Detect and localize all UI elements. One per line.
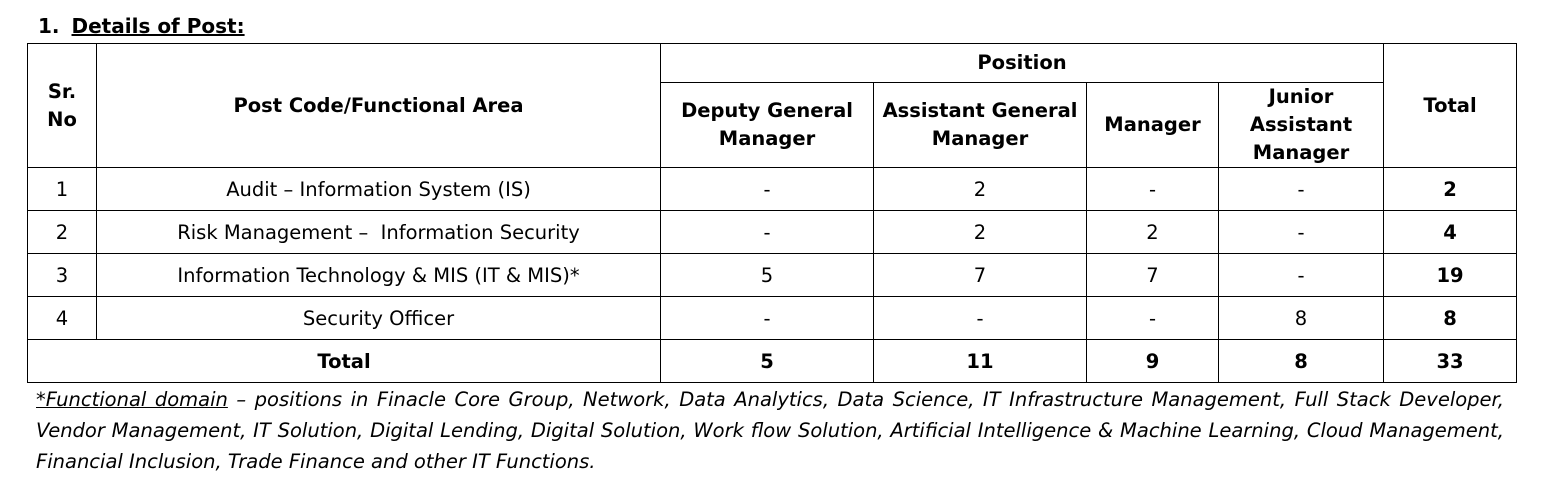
functional-domain-note: *Functional domain – positions in Finacl… [36,384,1504,477]
manager-cell: - [1086,296,1219,340]
table-row: 2 Risk Management – Information Security… [27,210,1518,254]
position-manager-header: Manager [1086,82,1219,168]
jam-total-cell: 8 [1217,339,1385,383]
agm-cell: 2 [873,167,1087,211]
table-row: 3 Information Technology & MIS (IT & MIS… [27,253,1518,297]
functional-area-cell: Audit – Information System (IS) [96,167,661,211]
agm-total-cell: 11 [873,339,1087,383]
functional-area-cell: Security Officer [96,296,661,340]
position-header: Position [659,43,1385,83]
manager-cell: - [1086,167,1219,211]
manager-cell: 7 [1086,253,1219,297]
section-title: Details of Post: [71,14,245,38]
total-row-label: Total [27,339,661,383]
row-total-cell: 8 [1383,296,1518,340]
posts-table: Sr. No Post Code/Functional Area Positio… [27,43,1518,383]
jam-cell: - [1217,167,1385,211]
jam-cell: 8 [1217,296,1385,340]
sr-no-cell: 4 [27,296,97,340]
total-header: Total [1383,43,1518,168]
jam-cell: - [1217,210,1385,254]
sr-no-cell: 2 [27,210,97,254]
dgm-cell: 5 [660,253,874,297]
agm-cell: 2 [873,210,1087,254]
sr-no-header: Sr. No [27,43,97,168]
header-row-1: Sr. No Post Code/Functional Area Positio… [27,43,1518,168]
agm-cell: 7 [873,253,1087,297]
dgm-cell: - [660,167,874,211]
note-text: – positions in Finacle Core Group, Netwo… [36,388,1504,473]
note-lead: *Functional domain [36,388,228,411]
manager-cell: 2 [1086,210,1219,254]
dgm-total-cell: 5 [660,339,874,383]
grand-total-cell: 33 [1383,339,1518,383]
functional-area-cell: Information Technology & MIS (IT & MIS)* [96,253,661,297]
sr-no-cell: 1 [27,167,97,211]
position-agm-header: Assistant General Manager [873,82,1087,168]
functional-area-cell: Risk Management – Information Security [96,210,661,254]
position-jam-header: Junior Assistant Manager [1217,82,1385,168]
row-total-cell: 4 [1383,210,1518,254]
sr-no-cell: 3 [27,253,97,297]
dgm-cell: - [660,210,874,254]
functional-area-header: Post Code/Functional Area [96,43,661,168]
row-total-cell: 19 [1383,253,1518,297]
dgm-cell: - [660,296,874,340]
row-total-cell: 2 [1383,167,1518,211]
header-row-2: Deputy General Manager Assistant General… [28,82,1517,168]
section-heading: 1. Details of Post: [38,14,245,38]
table-row: 1 Audit – Information System (IS) - 2 - … [27,167,1518,211]
total-row: Total 5 11 9 8 33 [27,339,1518,383]
jam-cell: - [1217,253,1385,297]
section-number: 1. [38,14,60,38]
position-dgm-header: Deputy General Manager [660,82,874,168]
table-row: 4 Security Officer - - - 8 8 [27,296,1518,340]
agm-cell: - [873,296,1087,340]
manager-total-cell: 9 [1086,339,1219,383]
